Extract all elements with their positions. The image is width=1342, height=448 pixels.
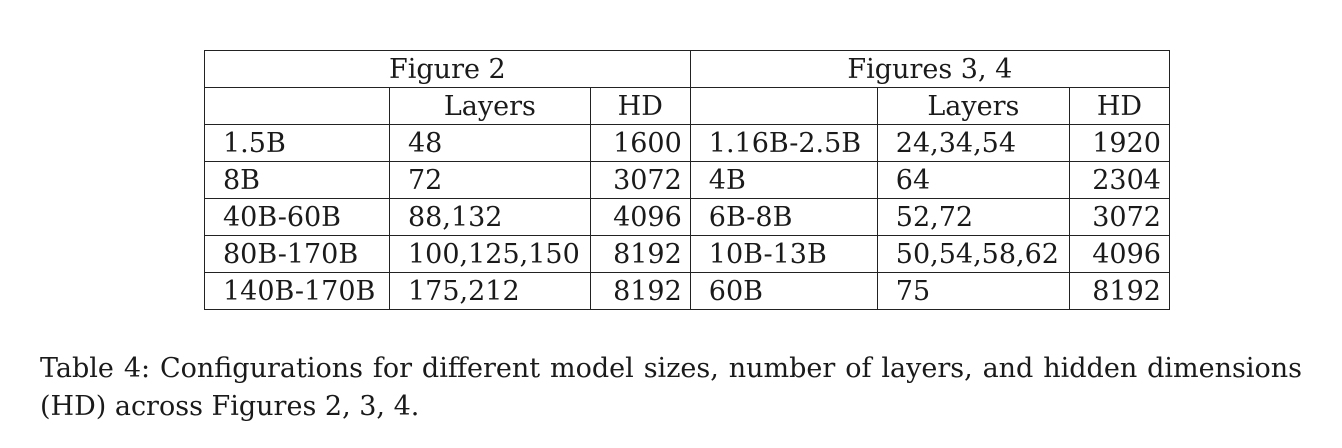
cell-hd: 1600 — [589, 124, 691, 162]
cell-model-size: 1.5B — [204, 124, 390, 162]
configuration-table: Figure 2 Figures 3, 4 Layers HD Layers H… — [204, 50, 1170, 310]
group-header-figure-2: Figure 2 — [204, 50, 691, 88]
cell-model-size: 80B-170B — [204, 235, 390, 273]
cell-model-size: 10B-13B — [689, 235, 878, 273]
table-row: 1.5B 48 1600 1.16B-2.5B 24,34,54 1920 — [204, 124, 1170, 162]
table-row: 8B 72 3072 4B 64 2304 — [204, 161, 1170, 199]
cell-hd: 1920 — [1068, 124, 1170, 162]
sub-header-model-left — [204, 87, 390, 125]
table-caption: Table 4: Configurations for different mo… — [40, 353, 1302, 422]
group-header-figures-3-4: Figures 3, 4 — [689, 50, 1170, 88]
table-row: 40B-60B 88,132 4096 6B-8B 52,72 3072 — [204, 198, 1170, 236]
cell-layers: 64 — [876, 161, 1070, 199]
cell-hd: 8192 — [589, 235, 691, 273]
cell-hd: 8192 — [589, 272, 691, 310]
cell-layers: 72 — [389, 161, 591, 199]
sub-header-model-right — [689, 87, 878, 125]
cell-layers: 48 — [389, 124, 591, 162]
sub-header-row: Layers HD Layers HD — [204, 87, 1170, 125]
cell-layers: 75 — [876, 272, 1070, 310]
cell-model-size: 40B-60B — [204, 198, 390, 236]
cell-model-size: 60B — [689, 272, 878, 310]
sub-header-layers-left: Layers — [389, 87, 591, 125]
cell-layers: 50,54,58,62 — [876, 235, 1070, 273]
cell-hd: 4096 — [1068, 235, 1170, 273]
cell-hd: 2304 — [1068, 161, 1170, 199]
cell-model-size: 140B-170B — [204, 272, 390, 310]
cell-model-size: 6B-8B — [689, 198, 878, 236]
sub-header-hd-right: HD — [1068, 87, 1170, 125]
cell-layers: 88,132 — [389, 198, 591, 236]
cell-hd: 8192 — [1068, 272, 1170, 310]
cell-layers: 24,34,54 — [876, 124, 1070, 162]
cell-hd: 4096 — [589, 198, 691, 236]
sub-header-hd-left: HD — [589, 87, 691, 125]
cell-layers: 175,212 — [389, 272, 591, 310]
table-row: 80B-170B 100,125,150 8192 10B-13B 50,54,… — [204, 235, 1170, 273]
cell-model-size: 1.16B-2.5B — [689, 124, 878, 162]
cell-model-size: 4B — [689, 161, 878, 199]
table-row: 140B-170B 175,212 8192 60B 75 8192 — [204, 272, 1170, 310]
cell-model-size: 8B — [204, 161, 390, 199]
cell-hd: 3072 — [1068, 198, 1170, 236]
cell-layers: 52,72 — [876, 198, 1070, 236]
cell-hd: 3072 — [589, 161, 691, 199]
group-header-row: Figure 2 Figures 3, 4 — [204, 50, 1170, 88]
cell-layers: 100,125,150 — [389, 235, 591, 273]
sub-header-layers-right: Layers — [876, 87, 1070, 125]
